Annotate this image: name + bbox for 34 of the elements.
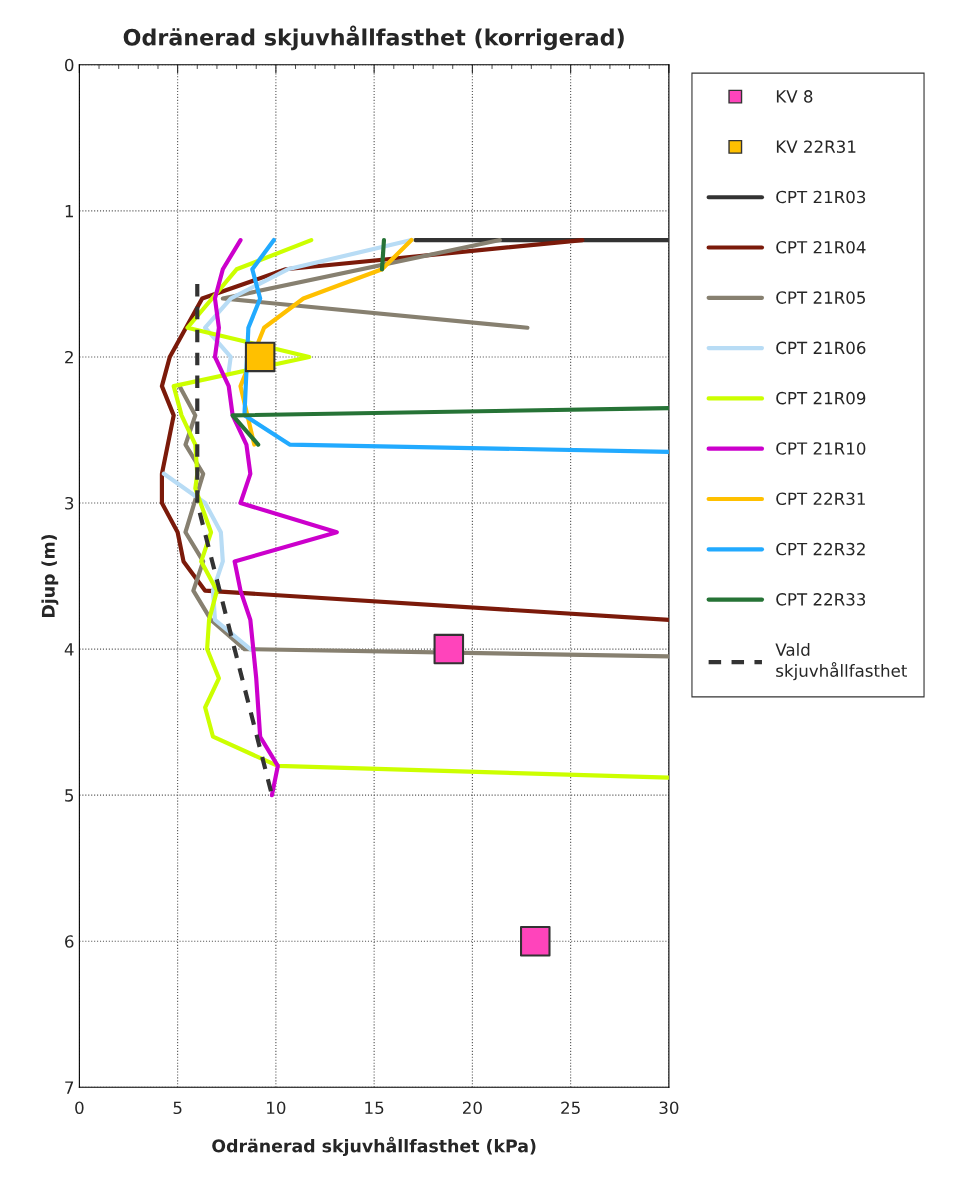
y-tick-label: 7	[65, 1081, 74, 1094]
x-tick-label: 15	[365, 1101, 384, 1115]
y-tick-label: 5	[65, 789, 74, 802]
legend-label: CPT 21R04	[776, 240, 866, 254]
x-tick-label: 25	[561, 1101, 580, 1115]
legend-label: CPT 22R31	[776, 492, 865, 506]
legend-label: KV 8	[776, 90, 813, 103]
x-tick-label: 0	[75, 1101, 84, 1115]
y-tick-label: 1	[65, 205, 73, 218]
x-tick-label: 30	[659, 1101, 679, 1115]
y-tick-label: 2	[65, 350, 73, 364]
legend-label: CPT 21R05	[776, 291, 865, 304]
legend-label: KV 22R31	[776, 140, 856, 153]
line-series	[212, 237, 339, 798]
x-tick-label: 20	[463, 1101, 482, 1115]
legend-label: CPT 22R33	[776, 593, 866, 606]
y-axis-title: Djup (m)	[41, 534, 59, 618]
legend-label: CPT 21R03	[776, 190, 866, 204]
legend-label: CPT 21R06	[776, 341, 866, 355]
legend-label: Vald skjuvhållfasthet	[775, 643, 907, 681]
legend-label: CPT 21R10	[776, 442, 866, 455]
point	[519, 925, 551, 957]
chart-title: Odränerad skjuvhållfasthet (korrigerad)	[123, 25, 624, 51]
point	[244, 341, 276, 373]
legend-label: CPT 21R09	[776, 391, 866, 405]
legend-label: CPT 22R32	[776, 542, 865, 556]
y-tick-label: 3	[65, 496, 74, 510]
y-tick-label: 4	[64, 643, 74, 656]
x-tick-label: 5	[173, 1101, 182, 1115]
x-axis-title: Odränerad skjuvhållfasthet (kPa)	[212, 1136, 536, 1156]
y-tick-label: 6	[65, 935, 74, 948]
point	[433, 633, 465, 665]
y-tick-label: 0	[65, 58, 74, 72]
x-tick-label: 10	[267, 1101, 286, 1115]
